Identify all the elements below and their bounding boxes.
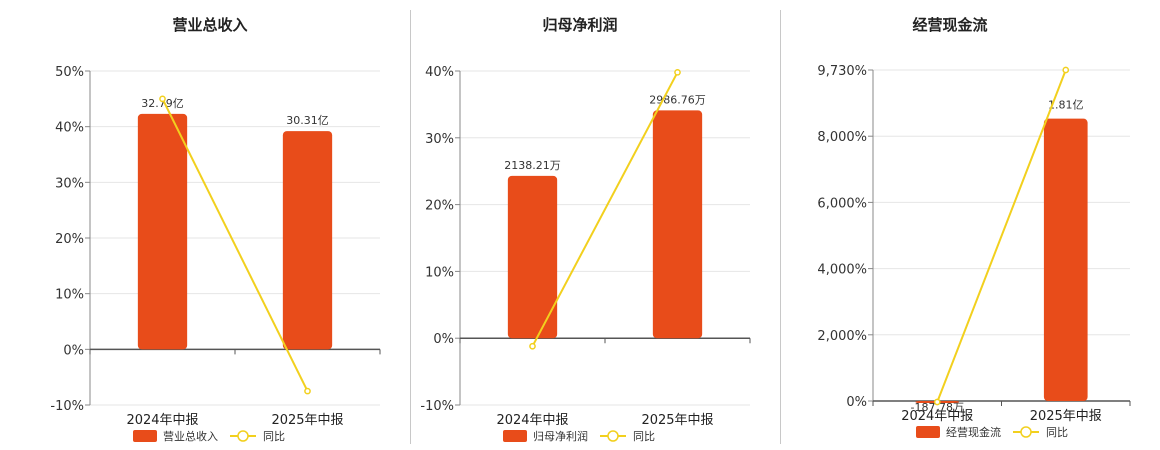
bar-data-label: 1.81亿 [1048,99,1084,112]
chart-svg-cash-flow: 9,730% 8,000% 6,000% 4,000% 2,000% 0% 2024年中报 2… [817,64,1131,439]
yoy-point [933,398,941,406]
x-category-label: 2025年中报 [271,413,343,428]
y-tick-label: 30% [425,132,454,147]
legend-line-marker [237,430,249,442]
x-category-label: 2024年中报 [126,413,198,428]
legend-bar-swatch [133,430,157,442]
y-tick-label: 2,000% [817,329,867,344]
yoy-line [161,98,309,392]
chart-panel-revenue: 营业总收入 50% 40% 30% 20% 10% 0% -10% 2024年中报 2025年中… [25,0,395,450]
bar-data-label: 32.79亿 [141,97,184,110]
chart-title: 归母净利润 [542,16,618,34]
y-tick-label: 20% [55,232,84,247]
yoy-line [531,71,679,347]
y-tick-label: 30% [55,176,84,191]
panel-divider [410,10,411,444]
legend-line-label: 同比 [263,430,285,443]
chart-title: 经营现金流 [912,16,988,34]
y-tick-label: 50% [55,65,84,80]
y-tick-label: 40% [425,65,454,80]
yoy-point [1062,66,1070,74]
yoy-point [159,95,166,103]
y-tick-label: 6,000% [817,196,867,211]
x-category-label: 2024年中报 [496,413,568,428]
chart-panel-net-profit: 归母净利润 40% 30% 20% 10% 0% -10% 2024年中报 2025年中报 21… [395,0,765,450]
y-tick-label: 10% [55,288,84,303]
y-tick-label: 0% [433,332,454,347]
y-tick-label: -10% [50,399,84,414]
bar [1043,118,1088,401]
legend-line-label: 同比 [1046,426,1068,439]
chart-svg-net-profit: 40% 30% 20% 10% 0% -10% 2024年中报 2025年中报 2138.21万… [420,65,751,443]
chart-svg-revenue: 50% 40% 30% 20% 10% 0% -10% 2024年中报 2025年中报 32.79… [50,65,381,443]
chart-title: 营业总收入 [172,16,248,34]
x-category-label: 2025年中报 [641,413,713,428]
yoy-point [674,68,681,76]
y-tick-label: 4,000% [817,263,867,278]
bar-data-label: 2138.21万 [504,159,561,172]
panel-divider [780,10,781,444]
y-tick-label: 40% [55,121,84,136]
legend-line-marker [1020,426,1032,438]
y-tick-label: 20% [425,199,454,214]
y-tick-label: 10% [425,265,454,280]
chart-panel-cash-flow: 经营现金流 9,730% 8,000% 6,000% 4,000% 2,000% 0% 20… [765,0,1135,450]
y-tick-label: 8,000% [817,130,867,145]
bar [507,175,558,339]
bar [282,131,333,350]
legend-bar-swatch [916,426,940,438]
y-tick-label: 0% [63,343,84,358]
y-tick-label: -10% [420,399,454,414]
yoy-point [304,387,311,395]
bar-data-label: -187.78万 [911,401,964,414]
bar [652,110,703,339]
yoy-line [936,69,1067,403]
bar-data-label: 30.31亿 [286,114,329,127]
y-tick-label: 0% [846,395,867,410]
x-category-label: 2024年中报 [901,409,973,424]
yoy-point [529,342,536,350]
legend-bar-label: 经营现金流 [946,425,1001,439]
bar-data-label: 2986.76万 [649,93,706,106]
legend-bar-label: 归母净利润 [533,429,588,443]
legend-bar-label: 营业总收入 [163,429,218,443]
x-category-label: 2025年中报 [1030,409,1102,424]
legend-bar-swatch [503,430,527,442]
y-tick-label: 9,730% [817,64,867,79]
legend-line-label: 同比 [633,430,655,443]
bar [137,113,188,350]
legend-line-marker [607,430,619,442]
